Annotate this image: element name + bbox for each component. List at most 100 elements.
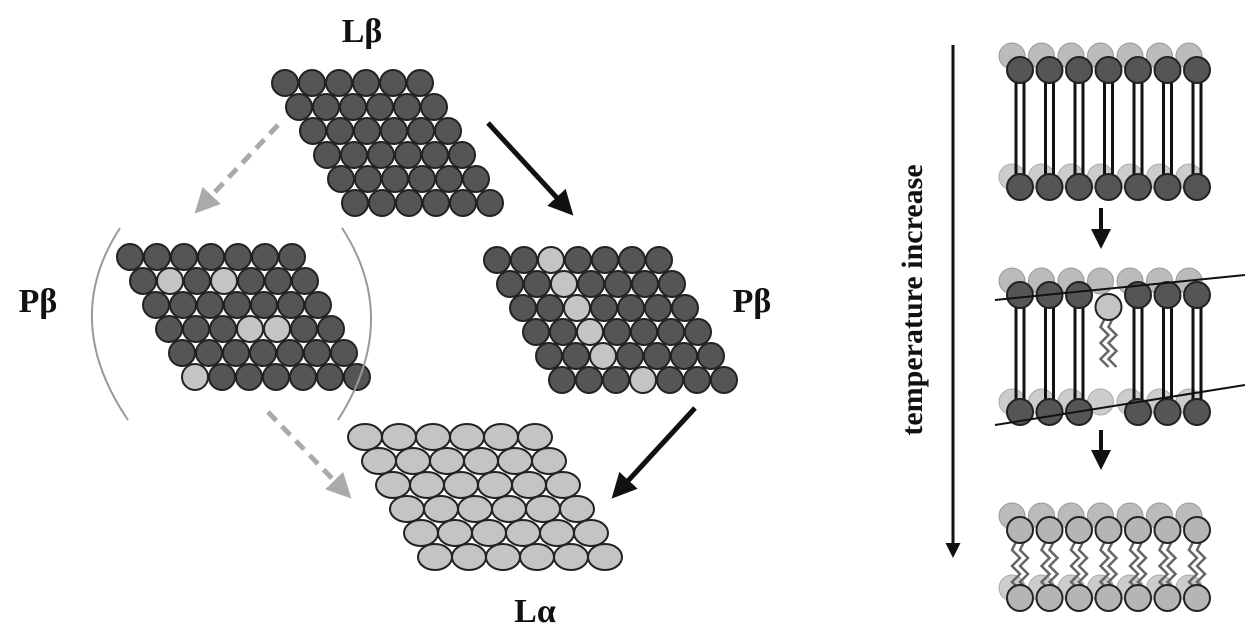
- lipid-head: [1184, 399, 1210, 425]
- lipid-head: [630, 367, 656, 393]
- lipid-head: [238, 268, 264, 294]
- lipid-head: [472, 520, 506, 546]
- lipid-head: [1125, 57, 1151, 83]
- lipid-head: [340, 94, 366, 120]
- lipid-head: [353, 70, 379, 96]
- lipid-head: [1155, 517, 1181, 543]
- diagram: Lβ Pβ Pβ Lα temperature increase: [0, 0, 1250, 631]
- lipid-head: [1184, 282, 1210, 308]
- lipid-head: [250, 340, 276, 366]
- lipid-head: [698, 343, 724, 369]
- lipid-head: [170, 292, 196, 318]
- lipid-head: [511, 247, 537, 273]
- lipid-head: [645, 295, 671, 321]
- lipid-head: [550, 319, 576, 345]
- lipid-head: [211, 268, 237, 294]
- lipid-head: [1184, 585, 1210, 611]
- lipid-head: [171, 244, 197, 270]
- lipid-head: [252, 244, 278, 270]
- shapes: [117, 43, 1245, 611]
- lipid-head: [263, 364, 289, 390]
- lipid-head: [577, 319, 603, 345]
- lipid-head: [574, 520, 608, 546]
- lipid-head: [657, 367, 683, 393]
- lipid-head: [644, 343, 670, 369]
- lipid-head: [685, 319, 711, 345]
- lipid-head: [672, 295, 698, 321]
- lipid-head: [512, 472, 546, 498]
- lipid-head: [304, 340, 330, 366]
- label: Lα: [514, 593, 556, 630]
- lipid-head: [430, 448, 464, 474]
- lipid-head: [1125, 585, 1151, 611]
- lipid-head: [463, 166, 489, 192]
- lipid-head: [1184, 517, 1210, 543]
- lipid-head: [286, 94, 312, 120]
- lipid-head: [290, 364, 316, 390]
- lipid-head: [658, 319, 684, 345]
- lipid-head: [1155, 585, 1181, 611]
- lipid-head: [382, 424, 416, 450]
- lipid-head: [551, 271, 577, 297]
- lipid-head: [1096, 57, 1122, 83]
- lipid-head: [341, 142, 367, 168]
- lipid-head: [367, 94, 393, 120]
- label: Lβ: [342, 13, 383, 50]
- lipid-head: [565, 247, 591, 273]
- lipid-head: [464, 448, 498, 474]
- lipid-head: [265, 268, 291, 294]
- lipid-head: [450, 190, 476, 216]
- lipid-head: [210, 316, 236, 342]
- lipid-head: [524, 271, 550, 297]
- lipid-head: [518, 424, 552, 450]
- lipid-head: [409, 166, 435, 192]
- lipid-head: [537, 295, 563, 321]
- lipid-head: [1125, 174, 1151, 200]
- lipid-head: [421, 94, 447, 120]
- lipid-head: [576, 367, 602, 393]
- lipid-head: [184, 268, 210, 294]
- lipid-head: [380, 70, 406, 96]
- lipid-head: [1096, 294, 1122, 320]
- lipid-head: [299, 70, 325, 96]
- lipid-head: [236, 364, 262, 390]
- lipid-head: [327, 118, 353, 144]
- lipid-head: [1155, 399, 1181, 425]
- lipid-head: [1155, 174, 1181, 200]
- lipid-head: [156, 316, 182, 342]
- lipid-head: [484, 247, 510, 273]
- lipid-head: [331, 340, 357, 366]
- lipid-head: [486, 544, 520, 570]
- lipid-head: [223, 340, 249, 366]
- lipid-head: [711, 367, 737, 393]
- lipid-head: [1066, 585, 1092, 611]
- lipid-head: [520, 544, 554, 570]
- lipid-head: [407, 70, 433, 96]
- lipid-head: [117, 244, 143, 270]
- lipid-head: [342, 190, 368, 216]
- lipid-head: [144, 244, 170, 270]
- lipid-head: [1066, 174, 1092, 200]
- lipid-head: [646, 247, 672, 273]
- lipid-head: [477, 190, 503, 216]
- lipid-head: [382, 166, 408, 192]
- lipid-head: [416, 424, 450, 450]
- lipid-head: [369, 190, 395, 216]
- lipid-head: [1007, 57, 1033, 83]
- lipid-head: [435, 118, 461, 144]
- lipid-tail: [1109, 319, 1117, 367]
- lipid-head: [348, 424, 382, 450]
- lipid-head: [449, 142, 475, 168]
- lipid-head: [1037, 57, 1063, 83]
- lipid-head: [591, 295, 617, 321]
- lipid-head: [444, 472, 478, 498]
- lipid-head: [592, 247, 618, 273]
- lipid-head: [436, 166, 462, 192]
- label: Pβ: [733, 283, 772, 320]
- lipid-head: [272, 70, 298, 96]
- lipid-head: [278, 292, 304, 318]
- lipid-head: [157, 268, 183, 294]
- lipid-head: [554, 544, 588, 570]
- lipid-head: [424, 496, 458, 522]
- lipid-head: [492, 496, 526, 522]
